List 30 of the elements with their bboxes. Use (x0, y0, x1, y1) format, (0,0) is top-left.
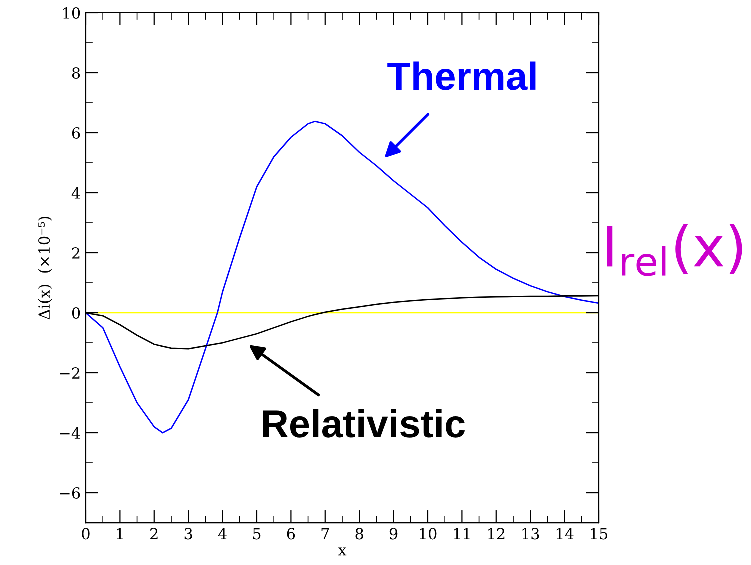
y-tick-label: 0 (72, 307, 80, 320)
x-tick-label: 11 (454, 528, 470, 540)
x-tick-label: 6 (287, 528, 296, 540)
y-tick-label: 6 (72, 127, 80, 140)
x-tick-label: 2 (150, 528, 158, 540)
y-tick-label: 8 (72, 67, 80, 80)
y-tick-label: −6 (60, 487, 80, 500)
x-tick-label: 1 (117, 528, 123, 540)
x-tick-label: 9 (390, 528, 398, 540)
x-tick-label: 8 (356, 528, 364, 540)
x-tick-label: 15 (591, 528, 608, 540)
annotation: Thermal (388, 62, 536, 90)
x-tick-label: 3 (184, 528, 192, 540)
y-tick-label: −2 (60, 367, 80, 379)
x-tick-label: 12 (488, 528, 505, 540)
y-tick-label: 4 (72, 187, 80, 199)
x-tick-label: 14 (556, 528, 574, 540)
annotation: Relativistic (263, 409, 466, 438)
y-tick-label: 2 (72, 247, 80, 259)
x-axis-title: x (338, 548, 347, 556)
x-tick-label: 10 (420, 528, 437, 540)
x-tick-label: 4 (218, 528, 227, 540)
x-tick-label: 13 (522, 528, 540, 540)
x-tick-label: 7 (322, 528, 330, 540)
y-tick-label: 10 (64, 7, 80, 20)
x-tick-label: 5 (253, 528, 261, 540)
y-axis-title: Δi(x) (×10⁻⁵) (38, 216, 52, 320)
text: I$_{rel}$(x) (607, 224, 742, 276)
y-tick-label: −4 (60, 427, 80, 439)
x-tick-label: 0 (82, 528, 90, 540)
